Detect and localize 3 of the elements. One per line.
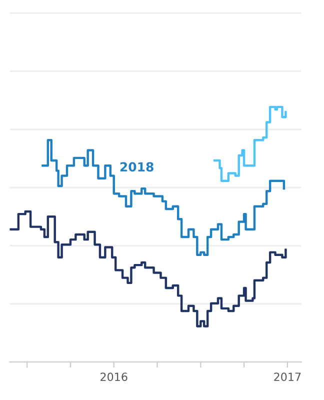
x-tick-label: 2016 [100, 372, 128, 382]
x-tick-label: 2017 [274, 372, 301, 382]
series-label: 2018 [120, 162, 154, 172]
